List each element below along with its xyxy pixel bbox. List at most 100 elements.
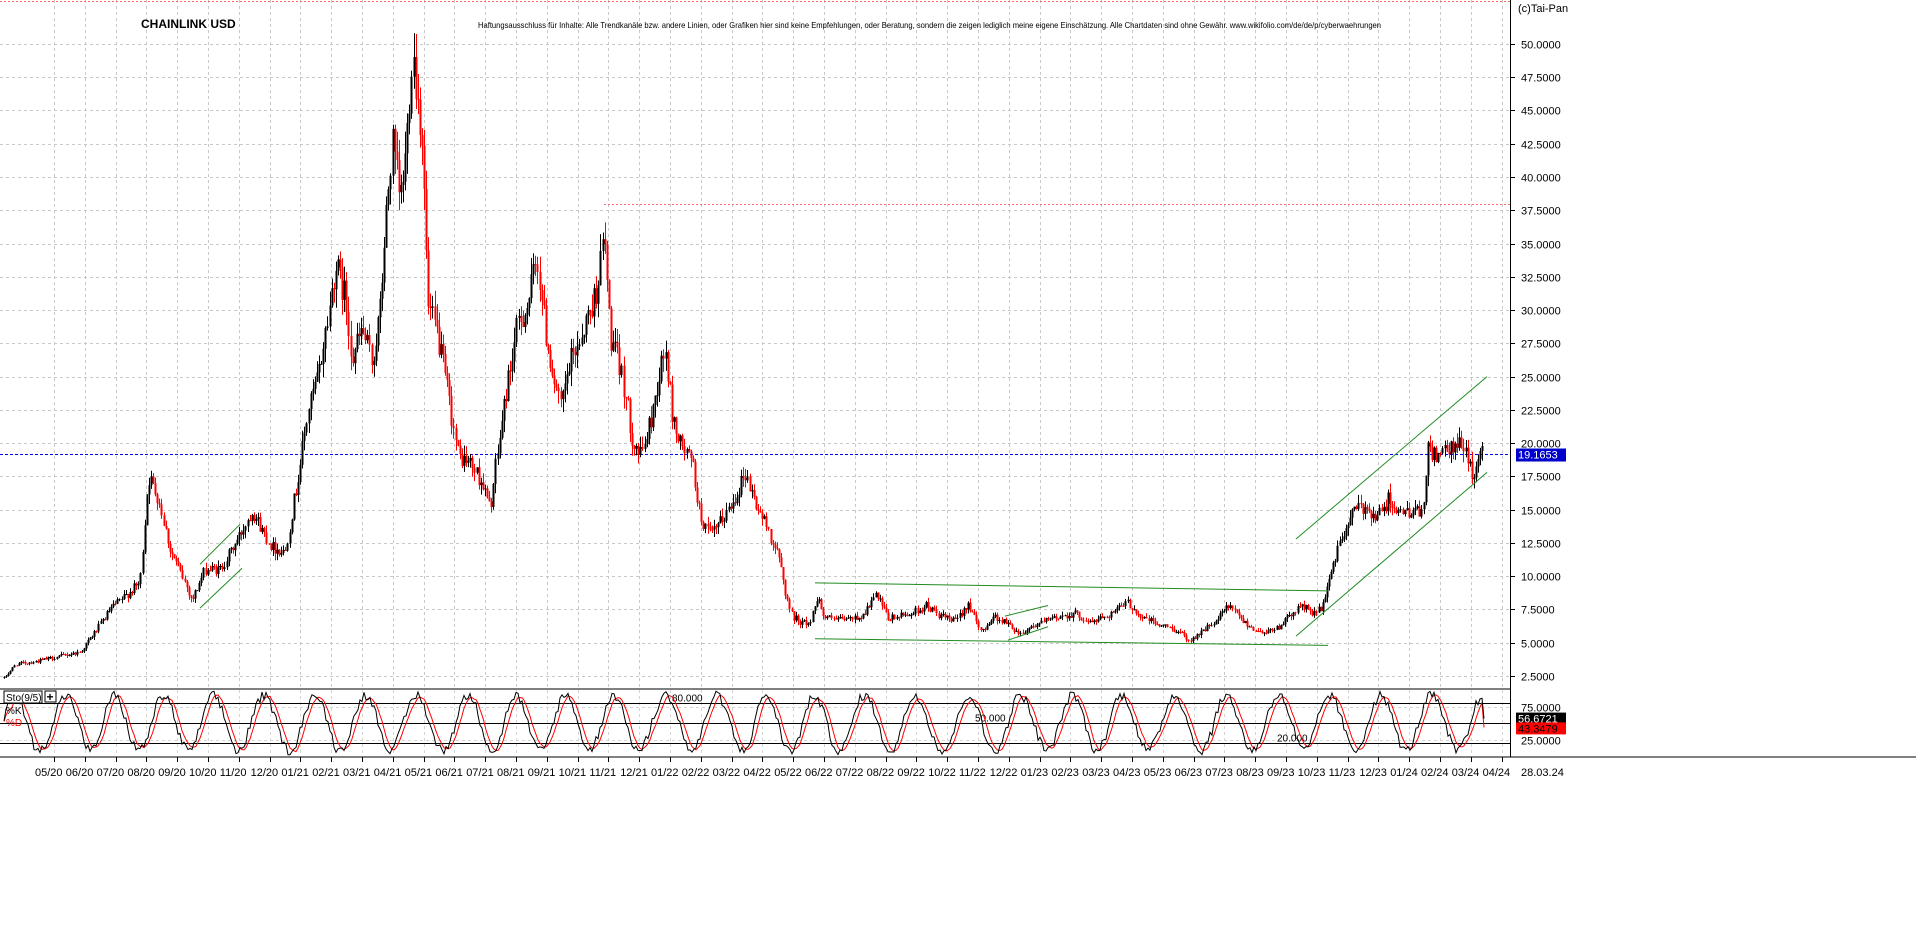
candle-body — [1271, 629, 1274, 631]
candle-body — [192, 597, 195, 599]
candle-body — [1076, 610, 1079, 612]
indicator-tab[interactable] — [3, 690, 43, 704]
candle-body — [778, 549, 781, 558]
candle-body — [1141, 617, 1144, 619]
price-panel-background — [0, 0, 1510, 688]
candle-body — [68, 654, 71, 656]
candle-body — [581, 337, 584, 345]
candle-body — [291, 519, 294, 533]
time-tick-label: 07/21 — [466, 767, 494, 779]
time-axis: 05/20 06/20 07/20 08/20 09/20 10/20 11/20 12/20… — [35, 757, 1564, 779]
candle-body — [1328, 578, 1331, 587]
candle-body — [295, 493, 298, 495]
candle-body — [234, 544, 237, 551]
candle-body — [1397, 510, 1400, 513]
candle-body — [215, 567, 218, 574]
candle-body — [1244, 620, 1247, 624]
candle-body — [1110, 611, 1113, 618]
candle-body — [9, 670, 12, 674]
price-tick-label: 27.5000 — [1521, 339, 1561, 351]
candle-body — [144, 525, 147, 553]
candle-body — [230, 547, 233, 550]
candle-body — [1343, 536, 1346, 540]
candle-body — [106, 611, 109, 620]
candle-body — [364, 333, 367, 341]
candle-body — [452, 425, 455, 428]
candle-body — [1049, 618, 1052, 620]
candle-body — [118, 599, 121, 601]
candle-body — [990, 620, 993, 624]
candle-body — [116, 599, 119, 604]
candle-body — [318, 364, 321, 373]
candle-body — [1248, 626, 1251, 628]
time-tick-label: 05/20 — [35, 767, 63, 779]
candle-body — [1190, 640, 1193, 642]
candle-body — [1301, 604, 1304, 607]
candle-body — [87, 639, 90, 644]
candle-body — [1261, 631, 1264, 633]
candle-body — [1143, 616, 1146, 619]
candle-body — [1339, 540, 1342, 546]
candle-body — [532, 264, 535, 275]
candle-body — [528, 298, 531, 308]
candle-body — [1467, 447, 1470, 464]
candle-body — [948, 615, 951, 619]
candle-body — [1124, 601, 1127, 606]
candle-body — [261, 528, 264, 532]
candle-body — [1460, 437, 1463, 448]
time-tick-label: 10/20 — [189, 767, 217, 779]
candle-body — [179, 564, 182, 571]
candle-body — [1408, 508, 1411, 518]
candle-body — [725, 509, 728, 521]
time-end-label: 28.03.24 — [1521, 767, 1564, 779]
candle-body — [131, 592, 134, 594]
candle-body — [681, 435, 684, 447]
candle-body — [1139, 613, 1142, 618]
candle-body — [1307, 604, 1310, 609]
candle-body — [711, 529, 714, 531]
candle-body — [455, 427, 458, 441]
time-tick-label: 02/22 — [682, 767, 710, 779]
candle-body — [1355, 506, 1358, 509]
candle-body — [13, 665, 16, 668]
candle-body — [1320, 606, 1323, 612]
candle-body — [1164, 624, 1167, 626]
candle-body — [1223, 610, 1226, 612]
candle-body — [1005, 619, 1008, 624]
candle-body — [1114, 610, 1117, 613]
time-tick-label: 08/22 — [867, 767, 895, 779]
add-indicator-button[interactable] — [44, 690, 57, 703]
candle-body — [639, 446, 642, 455]
candle-body — [219, 566, 222, 568]
candle-body — [339, 259, 342, 268]
candle-body — [74, 652, 77, 655]
candle-body — [1322, 602, 1325, 612]
candle-body — [644, 444, 647, 449]
candle-body — [333, 288, 336, 290]
candle-body — [742, 475, 745, 479]
candle-body — [30, 662, 33, 664]
candle-body — [614, 341, 617, 343]
candle-body — [244, 526, 247, 531]
candle-body — [28, 662, 31, 664]
candle-body — [562, 390, 565, 400]
candle-body — [637, 446, 640, 455]
candle-body — [473, 467, 476, 473]
time-tick-label: 01/24 — [1390, 767, 1418, 779]
candle-body — [719, 516, 722, 524]
candle-body — [1362, 504, 1365, 514]
candle-body — [280, 552, 283, 555]
candle-body — [331, 288, 334, 306]
time-tick-label: 08/20 — [127, 767, 155, 779]
candle-body — [864, 613, 867, 615]
candle-body — [1378, 507, 1381, 516]
candle-body — [885, 607, 888, 613]
time-tick-label: 12/23 — [1359, 767, 1387, 779]
candle-body — [354, 349, 357, 364]
candle-body — [1324, 597, 1327, 603]
candle-body — [1085, 620, 1088, 622]
candle-body — [1135, 609, 1138, 614]
candle-body — [660, 355, 663, 382]
candle-body — [83, 648, 86, 652]
candle-body — [1309, 608, 1312, 611]
